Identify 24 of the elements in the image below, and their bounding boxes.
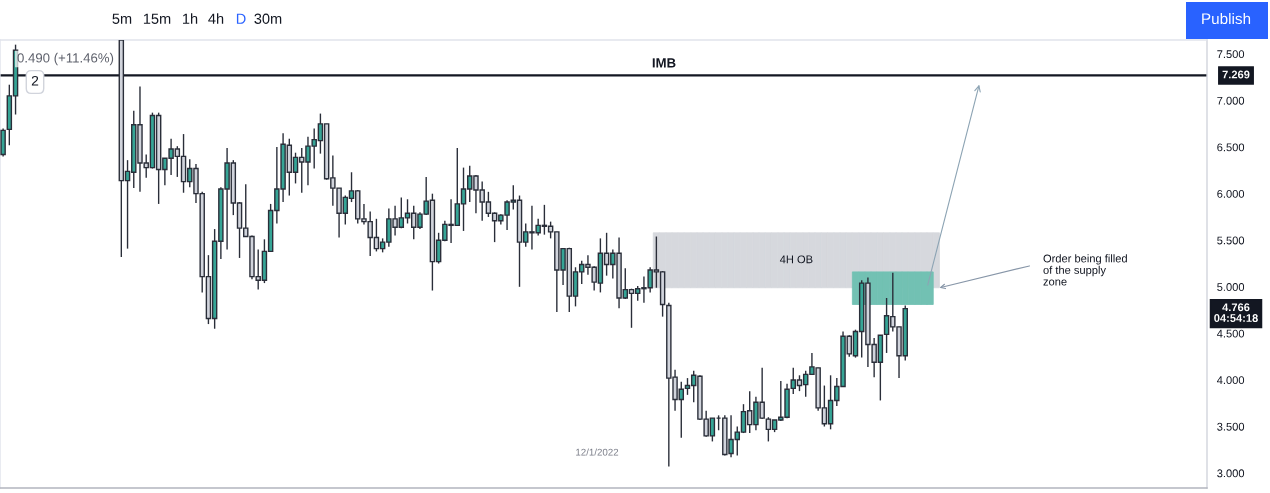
y-tick-label: 6.000: [1217, 189, 1245, 198]
ref-line-label: 7.269: [1222, 70, 1250, 79]
text: 30m: [254, 13, 282, 24]
y-tick-label: 3.000: [1217, 469, 1245, 478]
y-tick-label: 6.500: [1217, 143, 1245, 152]
y-tick-label: 7.500: [1217, 50, 1245, 59]
annotation: 0.490 (+11.46%): [17, 52, 114, 66]
text: 4h: [208, 13, 224, 24]
y-tick-label: 4.000: [1216, 376, 1245, 385]
y-tick-label: 4.500: [1216, 329, 1245, 338]
annotation: Order being filled of the supply zone: [1043, 254, 1127, 286]
annotation: IMB: [652, 58, 676, 68]
text: Publish: [1202, 12, 1251, 25]
text: 1h: [183, 13, 198, 24]
y-tick-label: 5.000: [1217, 283, 1245, 291]
text: 4.766 04:54:18: [1214, 303, 1258, 322]
y-tick-label: 7.000: [1217, 96, 1245, 105]
text: 15m: [143, 13, 171, 24]
annotation: 12/1/2022: [576, 448, 619, 456]
text: 5m: [112, 13, 132, 24]
text: D: [236, 13, 246, 24]
y-tick-label: 5.500: [1217, 236, 1245, 245]
annotation: 2: [31, 75, 39, 86]
y-tick-label: 3.500: [1217, 422, 1245, 431]
